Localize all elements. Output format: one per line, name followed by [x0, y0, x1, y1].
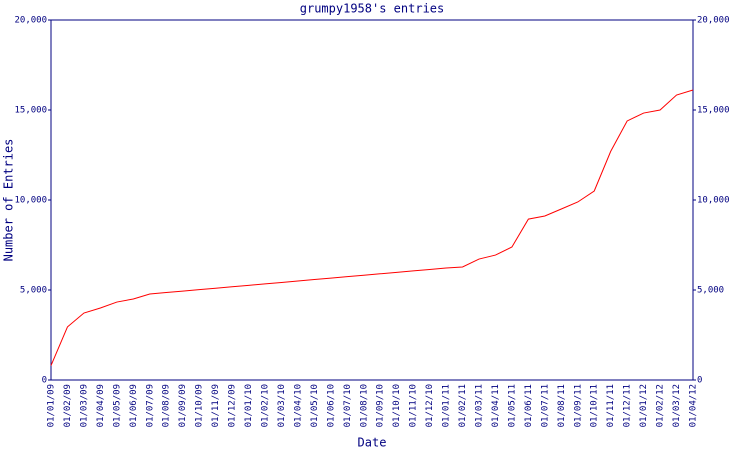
x-tick-label: 01/04/11	[491, 384, 501, 427]
x-tick-label: 01/03/10	[277, 384, 287, 427]
x-tick-label: 01/10/11	[590, 384, 600, 427]
x-tick-label: 01/01/12	[639, 384, 649, 427]
x-tick-label: 01/06/09	[129, 384, 139, 427]
y2-tick-label: 0	[697, 376, 702, 386]
y-tick-label: 10,000	[14, 196, 47, 206]
x-tick-label: 01/10/09	[195, 384, 205, 427]
x-tick-label: 01/11/09	[211, 384, 221, 427]
x-tick-label: 01/03/09	[79, 384, 89, 427]
x-tick-label: 01/06/11	[524, 384, 534, 427]
x-tick-label: 01/07/11	[540, 384, 550, 427]
x-tick-label: 01/02/12	[656, 384, 666, 427]
x-tick-label: 01/02/10	[261, 384, 271, 427]
y2-tick-label: 15,000	[697, 106, 730, 116]
x-axis-label: Date	[358, 436, 387, 450]
x-tick-label: 01/10/10	[392, 384, 402, 427]
x-tick-label: 01/12/09	[228, 384, 238, 427]
x-tick-label: 01/07/10	[343, 384, 353, 427]
chart-title: grumpy1958's entries	[300, 2, 445, 16]
x-tick-label: 01/08/10	[359, 384, 369, 427]
y2-tick-label: 10,000	[697, 196, 730, 206]
x-tick-label: 01/11/11	[606, 384, 616, 427]
x-tick-label: 01/03/11	[475, 384, 485, 427]
x-tick-label: 01/01/11	[442, 384, 452, 427]
x-tick-label: 01/09/10	[376, 384, 386, 427]
x-tick-label: 01/04/10	[293, 384, 303, 427]
x-tick-label: 01/05/09	[112, 384, 122, 427]
x-tick-label: 01/12/10	[425, 384, 435, 427]
x-tick-label: 01/11/10	[409, 384, 419, 427]
y-axis-label: Number of Entries	[2, 139, 16, 262]
x-tick-label: 01/12/11	[623, 384, 633, 427]
y-tick-label: 15,000	[14, 106, 47, 116]
x-tick-label: 01/08/11	[557, 384, 567, 427]
line	[50, 89, 694, 366]
x-tick-label: 01/01/09	[47, 384, 57, 427]
x-tick-label: 01/05/10	[310, 384, 320, 427]
x-tick-label: 01/02/11	[458, 384, 468, 427]
x-tick-label: 01/09/11	[573, 384, 583, 427]
x-tick-label: 01/09/09	[178, 384, 188, 427]
x-tick-label: 01/08/09	[162, 384, 172, 427]
plot-frame	[50, 19, 694, 381]
y-tick-label: 5,000	[20, 286, 47, 296]
y2-tick-label: 20,000	[697, 16, 730, 26]
x-tick-label: 01/06/10	[326, 384, 336, 427]
y-tick-label: 20,000	[14, 16, 47, 26]
x-tick-label: 01/03/12	[672, 384, 682, 427]
x-tick-label: 01/01/10	[244, 384, 254, 427]
y2-tick-label: 5,000	[697, 286, 724, 296]
x-tick-label: 01/02/09	[63, 384, 73, 427]
x-tick-label: 01/07/09	[145, 384, 155, 427]
x-tick-label: 01/04/12	[689, 384, 699, 427]
x-tick-label: 01/05/11	[507, 384, 517, 427]
y-tick-label: 0	[42, 376, 47, 386]
x-tick-label: 01/04/09	[96, 384, 106, 427]
